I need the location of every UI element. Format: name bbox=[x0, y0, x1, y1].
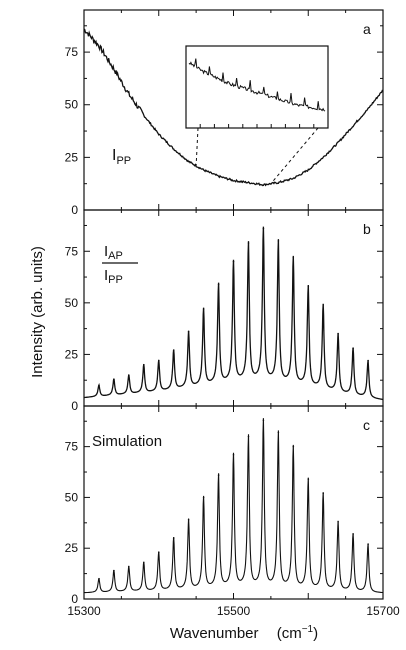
peak-point bbox=[248, 242, 250, 244]
inset-frame bbox=[186, 46, 328, 128]
panel-label: Simulation bbox=[92, 433, 162, 450]
y-tick-label: 50 bbox=[65, 98, 79, 112]
x-axis-title: Wavenumber (cm−1) bbox=[170, 624, 318, 642]
panel-letter: a bbox=[363, 21, 371, 37]
peak-point bbox=[308, 478, 310, 480]
peak-point bbox=[143, 562, 145, 564]
y-tick-label: 25 bbox=[65, 347, 79, 361]
peak-point bbox=[233, 261, 235, 263]
peak-point bbox=[98, 385, 100, 387]
y-tick-label: 50 bbox=[65, 490, 79, 504]
peak-point bbox=[278, 432, 280, 434]
y-tick-label: 75 bbox=[65, 244, 79, 258]
y-tick-label: 25 bbox=[65, 150, 79, 164]
peak-point bbox=[113, 378, 115, 380]
label-numerator-sub: AP bbox=[108, 250, 123, 262]
x-axis-unit-close: ) bbox=[313, 625, 318, 642]
peak-point bbox=[248, 436, 250, 438]
y-tick-label: 0 bbox=[71, 399, 78, 413]
peak-point bbox=[352, 347, 354, 349]
y-tick-label: 50 bbox=[65, 296, 79, 310]
peak-point bbox=[278, 240, 280, 242]
peak-point bbox=[173, 350, 175, 352]
peak-point bbox=[218, 284, 220, 286]
peak-point bbox=[293, 446, 295, 448]
peak-point bbox=[98, 578, 100, 580]
peak-point bbox=[263, 419, 265, 421]
peak-point bbox=[337, 521, 339, 523]
peak-point bbox=[293, 257, 295, 259]
panel-letter: b bbox=[363, 221, 371, 237]
peak-point bbox=[367, 360, 369, 362]
peak-point bbox=[128, 566, 130, 568]
peak-point bbox=[188, 519, 190, 521]
peak-point bbox=[158, 552, 160, 554]
peak-point bbox=[128, 374, 130, 376]
peak-point bbox=[367, 543, 369, 545]
peak-point bbox=[203, 497, 205, 499]
peak-point bbox=[218, 474, 220, 476]
peak-point bbox=[173, 537, 175, 539]
peak-point bbox=[322, 493, 324, 495]
peak-point bbox=[337, 333, 339, 335]
peak-point bbox=[113, 570, 115, 572]
x-tick-label: 15700 bbox=[366, 604, 400, 618]
peak-point bbox=[352, 533, 354, 535]
peak-point bbox=[322, 304, 324, 306]
peak-point bbox=[233, 454, 235, 456]
y-tick-label: 75 bbox=[65, 440, 79, 454]
y-tick-label: 75 bbox=[65, 45, 79, 59]
peak-point bbox=[203, 308, 205, 310]
y-tick-label: 0 bbox=[71, 203, 78, 217]
x-tick-label: 15500 bbox=[217, 604, 251, 618]
x-axis-unit-exponent: −1 bbox=[302, 624, 314, 635]
peak-point bbox=[263, 228, 265, 230]
y-tick-label: 25 bbox=[65, 541, 79, 555]
peak-point bbox=[188, 331, 190, 333]
y-axis-title: Intensity (arb. units) bbox=[29, 246, 46, 378]
peak-point bbox=[143, 364, 145, 366]
peak-point bbox=[158, 360, 160, 362]
label-sub: PP bbox=[116, 155, 131, 167]
x-axis-title-word: Wavenumber bbox=[170, 625, 259, 642]
x-axis-unit-open: (cm bbox=[277, 625, 302, 642]
label-denominator-sub: PP bbox=[108, 274, 123, 286]
panel-letter: c bbox=[363, 417, 370, 433]
peak-point bbox=[308, 286, 310, 288]
x-tick-label: 15300 bbox=[67, 604, 101, 618]
